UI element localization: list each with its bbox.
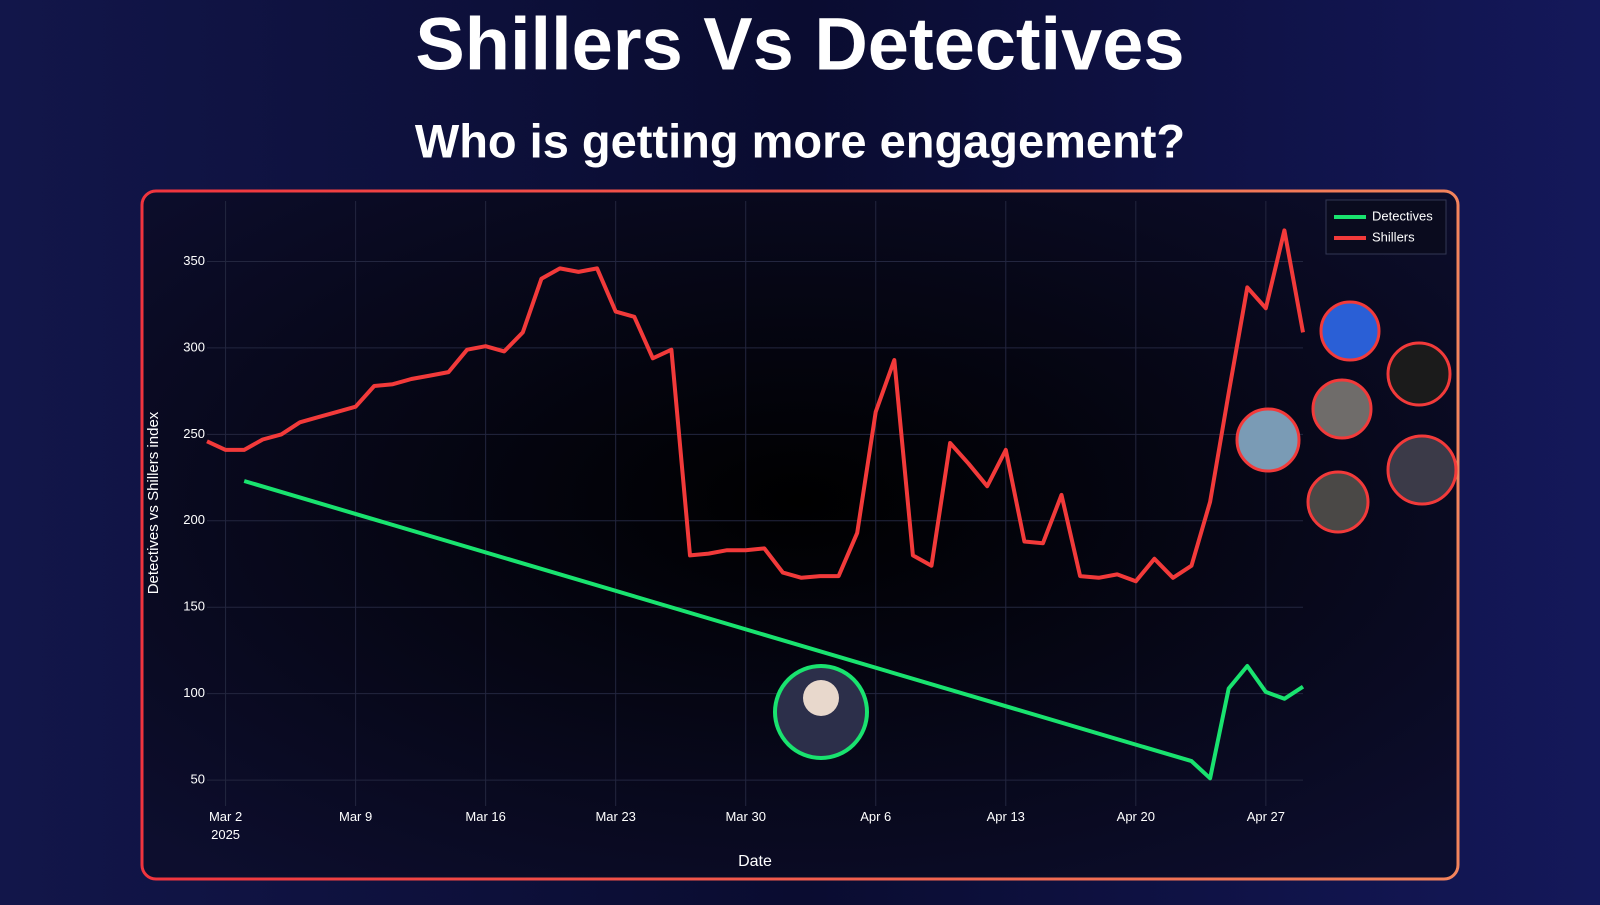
- x-axis-title: Date: [738, 853, 772, 870]
- series-line: [206, 228, 1305, 584]
- y-tick-label: 200: [183, 512, 205, 527]
- x-tick-label: Apr 20: [1117, 809, 1155, 824]
- legend-box: [1325, 199, 1447, 255]
- y-tick-label: 300: [183, 339, 205, 354]
- grid: 50 100 150 200 250 300 350 Mar 2 2025 Mar 9 Mar 16…: [183, 201, 1303, 842]
- x-tick-label: Mar 30: [725, 809, 765, 824]
- plot: [206, 228, 1305, 781]
- chart-title: Shillers Vs Detectives: [415, 3, 1184, 86]
- avatars: [773, 300, 1458, 760]
- y-tick-label: 50: [191, 772, 205, 787]
- y-tick-label: 150: [183, 599, 205, 614]
- x-tick-label: Apr 6: [860, 809, 891, 824]
- x-tick-label: Mar 2 2025: [209, 809, 242, 842]
- avatar: [1235, 407, 1301, 473]
- y-tick-label: 100: [183, 685, 205, 700]
- y-tick-label: 350: [183, 253, 205, 268]
- avatar: [1311, 378, 1373, 440]
- legend: Detectives Shillers: [1325, 199, 1447, 255]
- avatar: [1319, 300, 1381, 362]
- y-axis-title: Detectives vs Shillers index: [145, 411, 162, 594]
- avatar: [1386, 434, 1458, 506]
- x-tick-label: Apr 27: [1247, 809, 1285, 824]
- chart-panel: [140, 189, 1460, 881]
- x-tick-label: Mar 16: [465, 809, 505, 824]
- y-tick-label: 250: [183, 426, 205, 441]
- avatar: [1306, 470, 1370, 534]
- x-tick-label: Apr 13: [987, 809, 1025, 824]
- legend-label: Detectives: [1372, 208, 1433, 223]
- x-tick-label: Mar 9: [339, 809, 372, 824]
- avatar-face: [803, 680, 839, 716]
- avatar: [1386, 341, 1452, 407]
- chart-subtitle: Who is getting more engagement?: [415, 114, 1185, 167]
- x-tick-label: Mar 23: [595, 809, 635, 824]
- series-line: [243, 479, 1305, 781]
- legend-label: Shillers: [1372, 229, 1415, 244]
